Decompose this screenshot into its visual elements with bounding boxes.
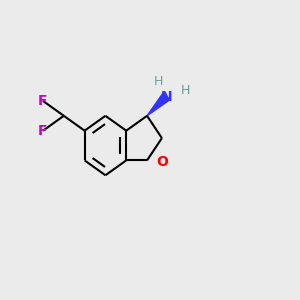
Text: F: F — [38, 124, 48, 138]
Polygon shape — [147, 93, 170, 116]
Text: N: N — [160, 89, 172, 103]
Text: H: H — [154, 75, 164, 88]
Text: H: H — [181, 84, 190, 97]
Text: F: F — [38, 94, 48, 108]
Text: O: O — [156, 155, 168, 169]
